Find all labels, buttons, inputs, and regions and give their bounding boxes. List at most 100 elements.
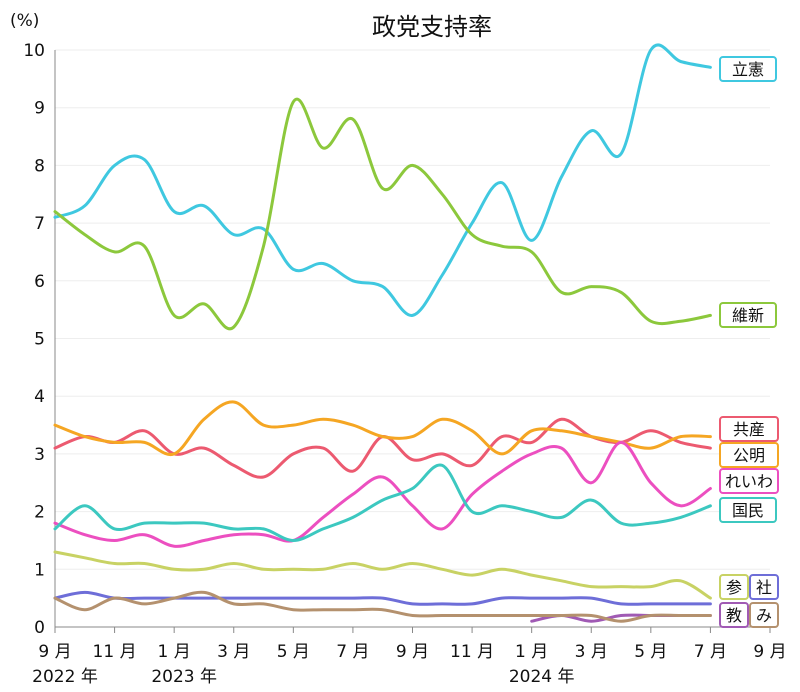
- x-tick-label: 3 月: [575, 642, 608, 662]
- data-point: [173, 314, 175, 317]
- data-point: [203, 418, 205, 421]
- x-tick-label: 3 月: [217, 642, 250, 662]
- data-point: [352, 424, 354, 426]
- x-tick-label: 9 月: [396, 642, 429, 662]
- legend-label: み: [756, 606, 772, 625]
- data-point: [54, 528, 56, 530]
- data-point: [352, 280, 354, 282]
- data-point: [560, 418, 563, 421]
- data-point: [381, 285, 384, 288]
- legend-label: 共産: [733, 420, 765, 439]
- data-point: [650, 522, 652, 524]
- data-point: [501, 568, 503, 571]
- legend-box: [719, 56, 777, 82]
- data-point: [54, 551, 56, 553]
- series-line-5: [53, 440, 712, 548]
- data-point: [232, 233, 235, 236]
- y-tick-label: 1: [34, 560, 45, 580]
- data-point: [262, 476, 265, 478]
- series-line-2: [53, 97, 712, 331]
- data-point: [650, 603, 652, 605]
- data-point: [471, 574, 473, 576]
- data-point: [83, 591, 86, 594]
- data-point: [411, 603, 414, 605]
- data-point: [530, 614, 533, 617]
- data-point: [441, 614, 444, 617]
- data-point: [411, 487, 414, 490]
- data-point: [322, 528, 324, 530]
- data-point: [709, 487, 712, 490]
- data-point: [113, 251, 116, 253]
- data-point: [143, 603, 146, 605]
- data-point: [620, 441, 622, 444]
- data-point: [590, 435, 593, 438]
- y-tick-label: 2: [34, 503, 45, 523]
- y-tick-label: 10: [23, 41, 45, 61]
- data-point: [232, 562, 235, 565]
- data-point: [83, 533, 86, 536]
- data-point: [411, 435, 414, 438]
- data-point: [322, 447, 324, 449]
- data-point: [54, 216, 56, 219]
- data-point: [143, 533, 146, 536]
- data-point: [113, 562, 116, 565]
- data-point: [560, 291, 563, 294]
- series-line-7: [53, 550, 712, 600]
- legend-box: [719, 442, 779, 468]
- series-line-4: [53, 400, 712, 457]
- data-point: [620, 522, 622, 524]
- data-point: [322, 516, 324, 519]
- x-tick-label: 5 月: [277, 642, 310, 662]
- data-point: [471, 493, 473, 496]
- data-point: [83, 556, 86, 559]
- data-point: [381, 568, 384, 571]
- data-point: [292, 268, 295, 271]
- data-point: [262, 568, 265, 571]
- data-point: [679, 603, 682, 605]
- data-point: [292, 101, 295, 103]
- data-point: [441, 568, 444, 571]
- data-point: [590, 620, 593, 623]
- legend-label: 公明: [733, 446, 765, 465]
- data-point: [54, 597, 56, 599]
- data-point: [143, 562, 146, 565]
- legend-box: [719, 574, 749, 600]
- x-tick-label: 7 月: [694, 642, 727, 662]
- data-point: [590, 614, 593, 617]
- data-point: [352, 516, 354, 519]
- data-point: [203, 447, 205, 449]
- x-year-label: 2022 年: [32, 667, 98, 687]
- data-point: [203, 522, 205, 524]
- data-point: [381, 476, 384, 478]
- data-point: [650, 430, 652, 432]
- data-point: [471, 603, 473, 605]
- data-point: [203, 204, 205, 207]
- data-point: [590, 481, 593, 484]
- data-point: [262, 603, 265, 605]
- data-point: [173, 453, 175, 455]
- data-point: [262, 245, 265, 247]
- data-point: [650, 585, 652, 588]
- data-point: [352, 470, 354, 473]
- chart-title: 政党支持率: [372, 13, 492, 41]
- data-point: [709, 435, 712, 438]
- data-point: [411, 505, 414, 507]
- data-point: [292, 568, 295, 571]
- data-point: [530, 620, 533, 623]
- data-point: [709, 597, 712, 599]
- legend-label: 教: [726, 606, 742, 625]
- legend-label: れいわ: [725, 472, 773, 491]
- data-point: [232, 603, 235, 605]
- data-point: [292, 453, 295, 455]
- data-point: [560, 176, 563, 178]
- y-tick-label: 3: [34, 445, 45, 465]
- data-point: [679, 516, 682, 519]
- data-point: [232, 401, 235, 403]
- data-point: [441, 453, 444, 455]
- data-point: [620, 614, 622, 617]
- data-point: [620, 603, 622, 605]
- data-point: [709, 614, 712, 617]
- data-point: [501, 453, 503, 455]
- data-point: [501, 597, 503, 599]
- data-point: [143, 158, 146, 161]
